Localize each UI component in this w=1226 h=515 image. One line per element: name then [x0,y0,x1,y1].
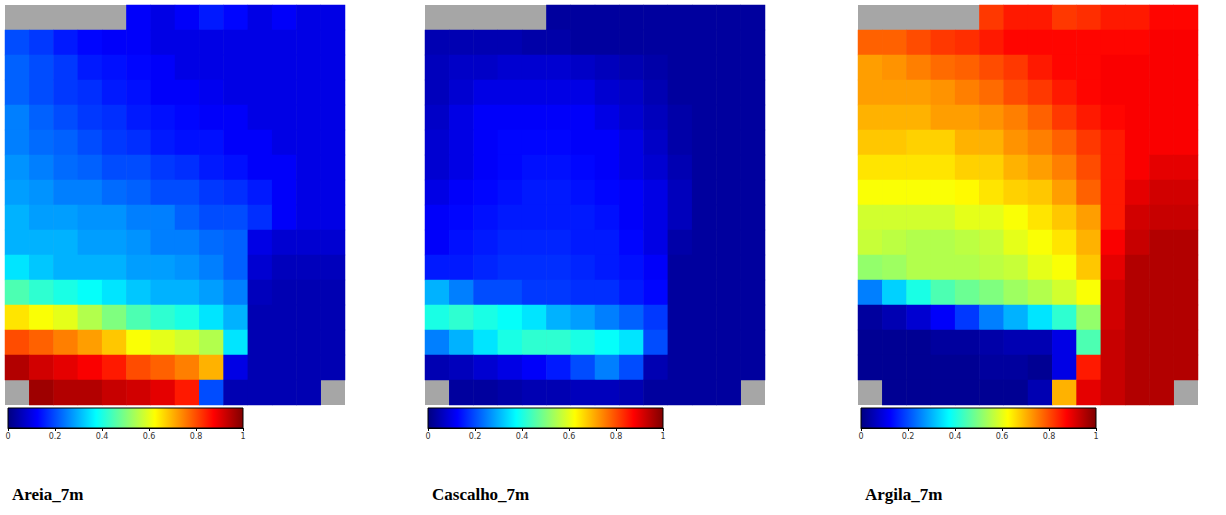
svg-text:1: 1 [240,432,245,441]
svg-text:0: 0 [5,432,10,441]
svg-text:0.4: 0.4 [96,432,109,441]
svg-text:0.8: 0.8 [1043,432,1056,441]
svg-text:Argila_7m: Argila_7m [865,485,942,504]
svg-text:0: 0 [858,432,863,441]
svg-text:Cascalho_7m: Cascalho_7m [432,485,529,504]
svg-text:0.2: 0.2 [49,432,62,441]
svg-text:1: 1 [1093,432,1098,441]
svg-text:0.8: 0.8 [610,432,623,441]
svg-text:0.6: 0.6 [563,432,576,441]
svg-text:0.4: 0.4 [516,432,529,441]
svg-text:0.2: 0.2 [469,432,482,441]
svg-text:0.4: 0.4 [949,432,962,441]
svg-text:0.2: 0.2 [902,432,915,441]
svg-text:Areia_7m: Areia_7m [12,485,83,504]
svg-text:0.8: 0.8 [190,432,203,441]
svg-text:0.6: 0.6 [996,432,1009,441]
svg-text:0.6: 0.6 [143,432,156,441]
svg-text:1: 1 [660,432,665,441]
svg-text:0: 0 [425,432,430,441]
